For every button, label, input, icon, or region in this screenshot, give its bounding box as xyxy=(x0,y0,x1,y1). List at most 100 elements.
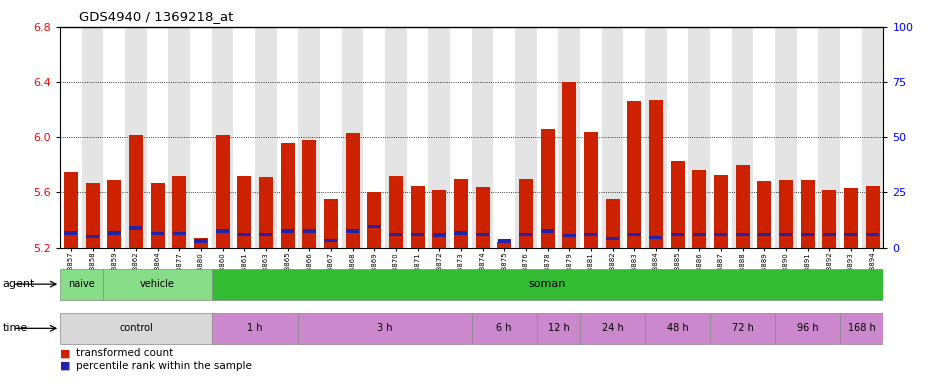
Bar xyxy=(168,27,191,248)
Bar xyxy=(259,177,273,248)
Bar xyxy=(385,27,407,248)
Bar xyxy=(433,233,446,237)
Bar xyxy=(540,129,555,248)
Text: percentile rank within the sample: percentile rank within the sample xyxy=(76,361,252,371)
Bar xyxy=(212,27,233,248)
Bar xyxy=(388,176,403,248)
Bar xyxy=(519,179,533,248)
Bar xyxy=(536,313,580,344)
Text: agent: agent xyxy=(3,279,35,289)
Bar xyxy=(173,232,186,235)
Bar xyxy=(822,232,835,236)
Bar xyxy=(320,27,341,248)
Bar xyxy=(602,27,623,248)
Text: 12 h: 12 h xyxy=(548,323,569,333)
Bar xyxy=(758,182,771,248)
Bar xyxy=(819,27,840,248)
Bar xyxy=(130,226,142,230)
Bar xyxy=(710,27,732,248)
Bar xyxy=(259,232,273,236)
Bar xyxy=(688,27,710,248)
Bar xyxy=(693,232,706,236)
Bar xyxy=(125,27,147,248)
Bar xyxy=(216,229,229,232)
Bar xyxy=(562,82,576,248)
Bar xyxy=(341,27,364,248)
Bar xyxy=(775,313,840,344)
Bar xyxy=(710,313,775,344)
Bar xyxy=(753,27,775,248)
Bar xyxy=(367,192,381,248)
Bar xyxy=(368,225,381,228)
Bar xyxy=(281,229,294,232)
Bar xyxy=(536,27,559,248)
Bar xyxy=(840,27,862,248)
Bar xyxy=(498,239,511,243)
Bar xyxy=(302,229,315,232)
Bar xyxy=(775,27,796,248)
Bar xyxy=(407,27,428,248)
Text: ■: ■ xyxy=(60,348,70,358)
Bar xyxy=(822,190,836,248)
Bar xyxy=(493,27,515,248)
Bar xyxy=(60,27,81,248)
Bar xyxy=(81,27,104,248)
Bar xyxy=(667,27,688,248)
Bar xyxy=(60,313,212,344)
Bar xyxy=(172,176,186,248)
Bar xyxy=(194,239,207,243)
Text: 6 h: 6 h xyxy=(497,323,512,333)
Bar xyxy=(237,176,252,248)
Text: 3 h: 3 h xyxy=(377,323,393,333)
Bar xyxy=(476,232,489,236)
Bar xyxy=(411,185,425,248)
Text: 96 h: 96 h xyxy=(796,323,819,333)
Text: soman: soman xyxy=(529,279,566,289)
Bar xyxy=(585,232,598,236)
Bar xyxy=(645,313,710,344)
Bar xyxy=(840,313,883,344)
Text: ■: ■ xyxy=(60,361,70,371)
Bar xyxy=(151,183,165,248)
Bar xyxy=(714,232,727,236)
Bar xyxy=(65,231,78,235)
Bar xyxy=(628,232,641,236)
Bar xyxy=(845,232,857,236)
Bar xyxy=(844,188,857,248)
Bar xyxy=(780,232,793,236)
Bar xyxy=(645,27,667,248)
Text: 48 h: 48 h xyxy=(667,323,688,333)
Bar xyxy=(299,27,320,248)
Bar xyxy=(450,27,472,248)
Bar xyxy=(866,232,879,236)
Text: naive: naive xyxy=(68,279,95,289)
Bar xyxy=(800,180,815,248)
Bar xyxy=(428,27,450,248)
Bar xyxy=(671,232,684,236)
Bar xyxy=(862,27,883,248)
Bar xyxy=(454,231,467,235)
Bar xyxy=(255,27,277,248)
Text: time: time xyxy=(3,323,28,333)
Bar xyxy=(714,175,728,248)
Bar xyxy=(194,238,208,248)
Bar xyxy=(454,179,468,248)
Bar xyxy=(736,232,749,236)
Bar xyxy=(212,313,299,344)
Bar xyxy=(411,232,424,236)
Bar xyxy=(735,165,749,248)
Bar xyxy=(472,27,493,248)
Text: GDS4940 / 1369218_at: GDS4940 / 1369218_at xyxy=(79,10,233,23)
Bar xyxy=(64,172,78,248)
Bar xyxy=(498,242,512,248)
Bar xyxy=(389,232,402,236)
Bar xyxy=(107,180,121,248)
Bar xyxy=(732,27,753,248)
Bar xyxy=(515,27,536,248)
Bar xyxy=(692,170,707,248)
Bar xyxy=(346,229,359,232)
Bar xyxy=(671,161,684,248)
Bar xyxy=(584,132,598,248)
Bar xyxy=(129,134,143,248)
Bar xyxy=(212,269,883,300)
